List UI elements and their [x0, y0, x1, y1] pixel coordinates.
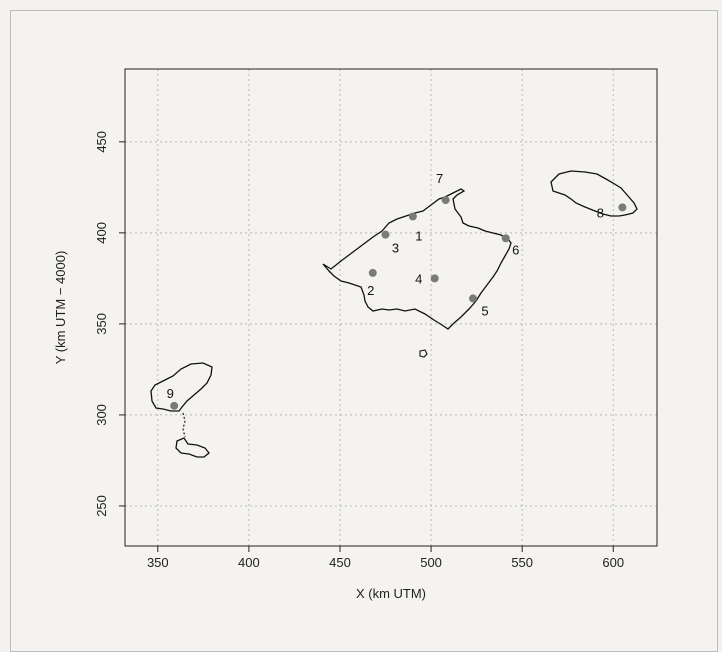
y-tick-label: 400	[94, 222, 109, 244]
axes: 350 400 450 500 550 600 250 300 350 400 450	[94, 131, 624, 570]
site-label-3: 3	[392, 241, 399, 256]
y-tick-label: 250	[94, 495, 109, 517]
gridlines	[125, 69, 657, 546]
site-point-4	[430, 274, 439, 283]
site-label-2: 2	[367, 283, 374, 298]
ibiza-formentera-islets	[182, 412, 186, 438]
site-point-9	[170, 401, 179, 410]
x-tick-label: 500	[420, 555, 442, 570]
site-point-2	[368, 268, 377, 277]
y-tick-label: 300	[94, 404, 109, 426]
site-point-6	[501, 234, 510, 243]
plot-area-border	[124, 68, 658, 547]
x-tick-label: 350	[147, 555, 169, 570]
mallorca-coastline	[322, 188, 512, 330]
site-point-8	[618, 203, 627, 212]
site-label-1: 1	[415, 228, 422, 243]
cabrera-coastline	[419, 349, 428, 358]
site-point-5	[468, 294, 477, 303]
balearic-islands-map: 350 400 450 500 550 600 250 300 350 400 450 1 2 3 4 5 6…	[53, 68, 658, 601]
ibiza-coastline	[150, 362, 213, 412]
site-points: 1 2 3 4 5 6 7 8 9	[167, 171, 627, 410]
coastlines	[150, 170, 638, 458]
site-point-1	[408, 212, 417, 221]
y-tick-label: 450	[94, 131, 109, 153]
x-tick-label: 550	[511, 555, 533, 570]
x-tick-label: 600	[602, 555, 624, 570]
x-axis-title: X (km UTM)	[356, 586, 426, 601]
x-tick-label: 400	[238, 555, 260, 570]
site-label-5: 5	[481, 303, 488, 318]
site-label-4: 4	[415, 271, 422, 286]
menorca-coastline	[550, 170, 638, 217]
site-label-7: 7	[436, 171, 443, 186]
y-axis-title: Y (km UTM − 4000)	[53, 251, 68, 365]
site-point-3	[381, 230, 390, 239]
site-label-9: 9	[167, 386, 174, 401]
y-tick-label: 350	[94, 313, 109, 335]
x-tick-label: 450	[329, 555, 351, 570]
formentera-coastline	[175, 437, 210, 458]
site-label-8: 8	[597, 205, 604, 220]
site-point-7	[441, 196, 450, 205]
figure-frame: 350 400 450 500 550 600 250 300 350 400 450 1 2 3 4 5 6…	[10, 10, 718, 652]
site-label-6: 6	[512, 242, 519, 257]
